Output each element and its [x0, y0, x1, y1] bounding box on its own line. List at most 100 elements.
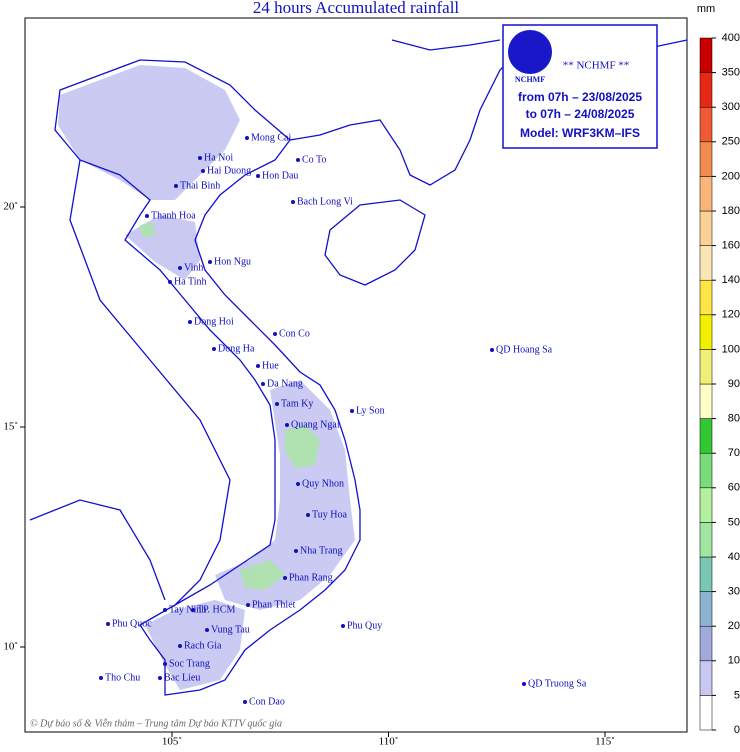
legend-swatch: [699, 349, 713, 385]
lon-label: 115˚: [595, 736, 615, 747]
place-name: Vung Tau: [211, 624, 250, 635]
place-name: Tuy Hoa: [312, 509, 347, 520]
place-name: QD Truong Sa: [528, 678, 587, 689]
legend-swatch: [699, 314, 713, 350]
place-dot: [246, 603, 250, 607]
legend-label: 5: [734, 689, 740, 701]
legend-label: 100: [722, 343, 740, 355]
place-name: Phan Thiet: [252, 599, 296, 610]
place-dot: [243, 700, 247, 704]
place-name: Quy Nhon: [302, 478, 344, 489]
place-dot: [306, 513, 310, 517]
place-dot: [163, 662, 167, 666]
rain-shading: [58, 65, 355, 690]
place-name: Thai Binh: [180, 180, 220, 191]
place-dot: [490, 348, 494, 352]
logo: [508, 30, 552, 74]
info-box: NCHMF ** NCHMF ** from 07h – 23/08/2025 …: [502, 24, 658, 149]
legend-label: 20: [728, 620, 740, 632]
place-dot: [273, 332, 277, 336]
legend-label: 80: [728, 413, 740, 425]
place-dot: [275, 402, 279, 406]
place-dot: [296, 158, 300, 162]
place-dot: [174, 184, 178, 188]
place-name: Phan Rang: [289, 572, 333, 583]
legend-label: 140: [722, 274, 740, 286]
place-dot: [296, 482, 300, 486]
place-name: Nha Trang: [300, 545, 343, 556]
legend-swatch: [699, 106, 713, 143]
period-from: from 07h – 23/08/2025: [518, 90, 642, 104]
rain-heavier: [140, 222, 320, 590]
legend-swatch: [699, 418, 713, 454]
lat-label: 10˚: [3, 641, 18, 653]
legend-label: 300: [722, 101, 740, 113]
place-name: Da Nang: [267, 378, 303, 389]
footer: © Dự báo số & Viễn thám – Trung tâm Dự b…: [30, 718, 282, 729]
legend-swatch: [699, 72, 713, 108]
logo-text: NCHMF: [515, 75, 545, 84]
place-dot: [205, 628, 209, 632]
lon-label: 110˚: [379, 736, 399, 747]
legend-label: 30: [728, 586, 740, 598]
legend-swatch: [699, 383, 713, 419]
place-dot: [191, 608, 195, 612]
place-dot: [208, 260, 212, 264]
legend-label: 50: [728, 516, 740, 528]
legend-swatch: [699, 37, 713, 73]
legend-swatch: [699, 452, 713, 489]
place-name: Dong Ha: [218, 343, 255, 354]
place-name: QD Hoang Sa: [496, 344, 553, 355]
legend-label: 90: [728, 378, 740, 390]
place-name: Ha Tinh: [174, 276, 207, 287]
legend-swatch: [699, 695, 713, 731]
place-dot: [256, 174, 260, 178]
legend-label: 200: [722, 170, 740, 182]
place-name: Bac Lieu: [164, 672, 200, 683]
place-name: Hai Duong: [207, 165, 251, 176]
place-dot: [294, 549, 298, 553]
place-dot: [99, 676, 103, 680]
place-name: Quang Ngai: [291, 419, 340, 430]
place-name: Phu Quoc: [112, 618, 152, 629]
model: Model: WRF3KM–IFS: [520, 126, 640, 140]
place-name: Thanh Hoa: [151, 210, 196, 221]
place-name: Tay Ninh: [169, 604, 206, 615]
place-name: Con Dao: [249, 696, 285, 707]
place-dot: [106, 622, 110, 626]
legend-label: 0: [734, 724, 740, 736]
place-name: Ha Noi: [204, 152, 233, 163]
agency: ** NCHMF **: [563, 60, 630, 72]
legend-label: 10: [728, 655, 740, 667]
coastlines: [29, 29, 688, 696]
place-dot: [198, 156, 202, 160]
legend-swatch: [699, 210, 713, 246]
place-dot: [178, 644, 182, 648]
legend-swatch: [699, 279, 713, 316]
place-dot: [158, 676, 162, 680]
place-name: TP. HCM: [197, 604, 235, 615]
place-name: Soc Trang: [169, 658, 210, 669]
legend-label: 40: [728, 551, 740, 563]
legend-label: 180: [722, 205, 740, 217]
place-name: Hon Ngu: [214, 256, 251, 267]
legend-label: 70: [728, 447, 740, 459]
place-name: Vinh: [184, 262, 203, 273]
place-dot: [163, 608, 167, 612]
place-dot: [145, 214, 149, 218]
legend-swatch: [699, 591, 713, 627]
place-name: Con Co: [279, 328, 310, 339]
legend-swatch: [699, 245, 713, 281]
place-name: Hon Dau: [262, 170, 298, 181]
place-name: Tam Ky: [281, 398, 313, 409]
place-dot: [178, 266, 182, 270]
place-name: Dong Hoi: [194, 316, 234, 327]
title: 24 hours Accumulated rainfall: [253, 0, 460, 17]
place-name: Phu Quy: [347, 620, 382, 631]
place-dot: [291, 200, 295, 204]
legend-label: 400: [722, 32, 740, 44]
legend-label: 250: [722, 136, 740, 148]
place-dot: [245, 136, 249, 140]
legend-label: 350: [722, 67, 740, 79]
